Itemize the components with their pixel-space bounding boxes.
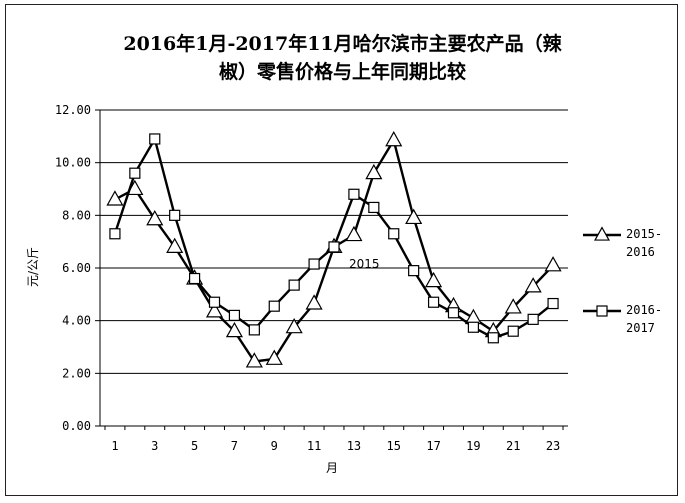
- data-point: [328, 241, 340, 253]
- x-tick-label: 5: [191, 439, 198, 453]
- data-point: [544, 256, 562, 272]
- x-tick-label: 19: [466, 439, 480, 453]
- data-point: [228, 309, 241, 321]
- chart-title: 2016年1月-2017年11月哈尔滨市主要农产品（辣 椒）零售价格与上年同期比…: [0, 30, 685, 86]
- x-tick-label: 11: [307, 439, 321, 453]
- data-point: [365, 163, 383, 180]
- data-point: [106, 190, 124, 206]
- data-point: [385, 130, 403, 147]
- legend-item-2: 2016- 2017: [583, 303, 662, 335]
- x-tick-label: 17: [426, 439, 440, 453]
- data-point: [487, 332, 499, 344]
- data-point: [288, 279, 300, 291]
- legend-label: 2016-: [626, 303, 662, 317]
- data-point: [169, 209, 181, 221]
- legend-label: 2016: [626, 245, 655, 259]
- data-point: [308, 258, 320, 270]
- x-tick-labels: 1 3 5 7 9 11 13 15 17 19 21 23: [111, 439, 560, 453]
- data-point: [109, 228, 121, 240]
- data-point: [425, 271, 443, 288]
- data-point: [547, 297, 559, 310]
- y-tick-label: 8.00: [62, 208, 91, 222]
- x-tick-label: 21: [506, 439, 520, 453]
- data-point: [345, 225, 363, 242]
- legend-item-1: 2015- 2016: [583, 226, 662, 259]
- y-tick-label: 0.00: [62, 419, 91, 433]
- legend: 2015- 2016 2016- 2017: [583, 226, 662, 335]
- x-tick-label: 9: [271, 439, 278, 453]
- x-tick-label: 23: [546, 439, 560, 453]
- chart-frame: [5, 4, 678, 496]
- data-point: [146, 209, 164, 226]
- data-point: [527, 313, 539, 325]
- data-point: [348, 188, 360, 200]
- legend-label: 2017: [626, 321, 655, 335]
- data-point: [225, 321, 243, 338]
- x-tick-label: 13: [347, 439, 361, 453]
- gridlines: [100, 109, 568, 374]
- data-point: [405, 208, 423, 225]
- data-point: [129, 167, 141, 179]
- data-point: [188, 272, 201, 285]
- y-tick-label: 12.00: [55, 103, 91, 117]
- data-point: [467, 321, 480, 333]
- data-point: [268, 300, 280, 312]
- data-point: [245, 352, 263, 368]
- data-point: [408, 265, 420, 277]
- x-axis-label: 月: [326, 461, 338, 475]
- data-point: [305, 294, 323, 310]
- data-point: [368, 201, 380, 214]
- data-point: [149, 133, 161, 145]
- data-point: [524, 277, 542, 293]
- series-group: [106, 130, 562, 368]
- legend-marker: [596, 305, 608, 317]
- data-point: [248, 324, 260, 336]
- data-point: [265, 349, 283, 365]
- data-point: [447, 307, 460, 319]
- y-axis-label: 元/公斤: [26, 247, 40, 287]
- y-tick-labels: 0.00 2.00 4.00 6.00 8.00 10.00 12.00: [55, 103, 91, 433]
- legend-marker: [594, 226, 610, 241]
- data-point: [208, 296, 221, 308]
- data-point: [205, 302, 224, 318]
- chart-title-line-2: 椒）零售价格与上年同期比较: [218, 61, 466, 83]
- data-point: [507, 325, 519, 337]
- x-tick-label: 7: [231, 439, 238, 453]
- y-tick-label: 4.00: [62, 314, 91, 328]
- data-point: [285, 317, 303, 334]
- axes: [95, 109, 568, 430]
- data-point: [504, 298, 522, 314]
- data-point: [427, 296, 440, 308]
- data-point: [166, 237, 184, 253]
- annotation-2015: 2015: [349, 257, 380, 271]
- y-tick-label: 6.00: [62, 261, 91, 275]
- data-point: [388, 228, 400, 240]
- x-tick-label: 3: [151, 439, 158, 453]
- legend-label: 2015-: [626, 227, 662, 241]
- y-tick-label: 2.00: [62, 366, 91, 380]
- chart-title-line-1: 2016年1月-2017年11月哈尔滨市主要农产品（辣: [123, 33, 562, 55]
- series-2: [109, 133, 559, 344]
- x-tick-label: 15: [387, 439, 401, 453]
- data-point: [464, 308, 482, 325]
- y-tick-label: 10.00: [55, 156, 91, 170]
- x-tick-label: 1: [111, 439, 118, 453]
